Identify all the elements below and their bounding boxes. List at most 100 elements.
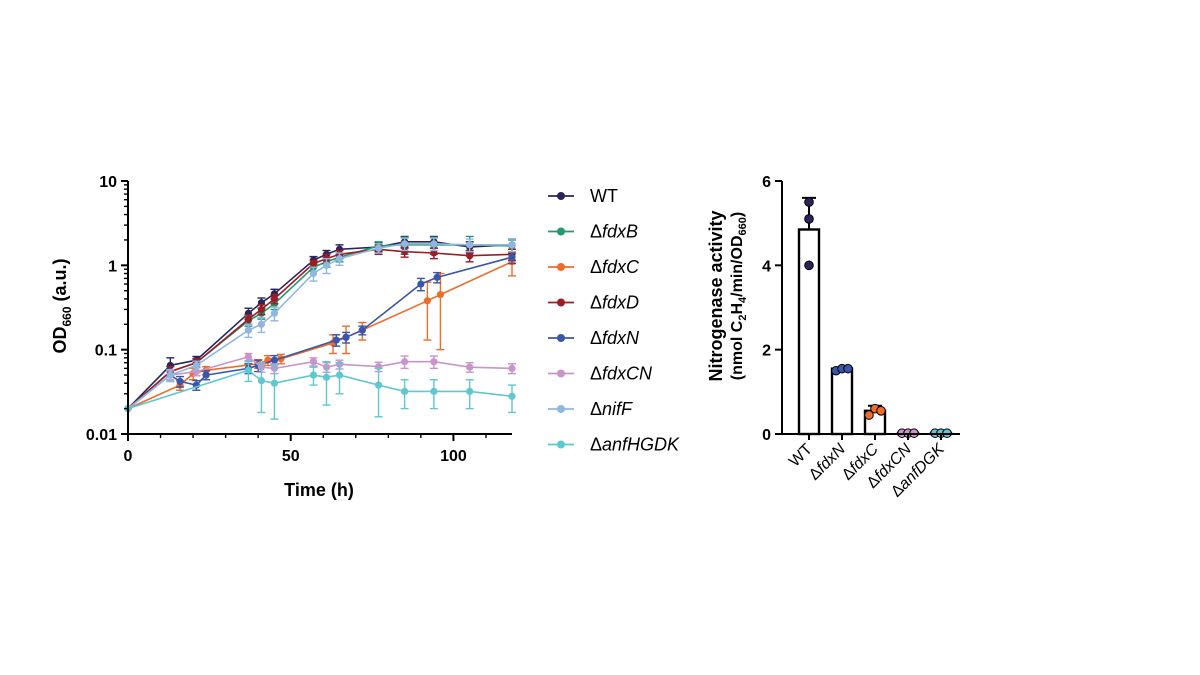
series-line-WT [127,241,513,410]
legend-prefix: Δ [590,364,602,384]
legend-marker [557,369,565,378]
legend-label-WT: WT [590,186,618,206]
y-tick-label: 0.01 [86,427,117,444]
bar-y-tick-label: 0 [762,427,771,444]
data-point-fdxN [270,356,279,364]
data-point-anfHGDK [335,371,344,379]
data-point-anfHGDK [309,371,318,379]
bar-y-tick-label: 2 [762,343,771,360]
series-anfHGDK [124,360,516,420]
replicate-point [804,197,814,207]
y-tick-label: 10 [99,174,117,191]
legend-marker [557,227,565,236]
legend-label-nifF: ΔnifF [590,399,633,419]
legend-label-fdxN: ΔfdxN [590,328,640,348]
legend-prefix: Δ [590,328,602,348]
data-point-nifF [508,241,516,249]
series-line-fdxC [127,261,513,410]
legend-marker [557,298,565,307]
bar-fdxC [863,403,887,436]
series-fdxN [124,251,516,413]
legend-item-fdxCN: ΔfdxCN [548,364,653,384]
replicate-point [804,214,814,224]
data-point-fdxCN [508,364,516,372]
y-tick-label: 0.1 [95,343,117,360]
x-tick-label: 100 [440,448,467,465]
bar-WT [797,196,821,436]
legend-label-fdxCN: ΔfdxCN [590,364,653,384]
data-point-nifF [401,240,409,248]
data-point-nifF [374,244,383,252]
x-tick-label: 50 [282,448,300,465]
legend-item-WT: WT [548,186,618,206]
legend-marker [557,334,565,342]
y-tick-label: 1 [108,258,117,275]
legend-prefix: Δ [590,222,602,242]
series-line-fdxCN [127,356,513,410]
data-point-fdxN [508,253,516,261]
data-point-nifF [309,269,318,278]
replicate-point [876,406,886,416]
data-point-fdxN [332,336,340,344]
data-point-anfHGDK [270,379,279,387]
data-point-fdxCN [466,363,474,371]
data-point-anfHGDK [430,387,438,395]
data-point-anfHGDK [257,376,266,385]
legend-marker [557,405,565,413]
data-point-fdxD [270,295,279,303]
legend-marker [557,192,565,200]
growth-curve-chart: 0.01 0.1 1 10 0 50 100 Time (h) OD660 (a.u.) [50,174,516,500]
legend-label-anfHGDK: ΔanfHGDK [590,435,680,455]
series-line-anfHGDK [127,369,513,410]
legend-label-fdxB: ΔfdxB [590,222,638,242]
bar-category-label-fdxN: ΔfdxN [806,440,849,483]
bar-rect [830,367,854,436]
series-line-fdxN [127,256,513,410]
bar-group [797,196,953,438]
data-point-anfHGDK [466,387,474,395]
growth-x-ticks: 0 50 100 [124,434,487,465]
growth-axes [127,181,512,435]
series-line-fdxD [127,248,513,410]
data-point-fdxN [176,377,184,386]
data-point-fdxD [430,249,438,257]
data-point-fdxN [433,273,441,281]
legend-name: fdxN [602,328,640,348]
data-point-fdxD [309,259,318,268]
data-point-anfHGDK [374,381,383,389]
legend-prefix: Δ [590,257,602,277]
data-point-fdxCN [430,358,438,366]
data-point-fdxCN [401,358,409,366]
legend-name: fdxCN [602,364,653,384]
data-point-anfHGDK [508,392,516,400]
bar-rect [797,228,821,436]
bar-axes [781,181,960,435]
legend-name: anfHGDK [602,435,680,455]
legend-item-fdxD: ΔfdxD [548,293,639,313]
data-point-nifF [270,309,279,317]
series-fdxC [124,251,516,413]
data-point-nifF [192,361,200,370]
bar-y-ticks: 0 2 4 6 [762,174,782,444]
data-point-anfHGDK [322,373,331,381]
data-point-fdxN [417,280,425,288]
legend-item-nifF: ΔnifF [548,399,633,419]
legend-prefix: Δ [590,435,602,455]
bar-fdxN [830,363,854,436]
legend-marker [557,263,565,271]
legend: WTΔfdxBΔfdxCΔfdxDΔfdxNΔfdxCNΔnifFΔanfHGD… [548,186,680,455]
growth-y-ticks: 0.01 0.1 1 10 [86,174,128,444]
legend-item-fdxN: ΔfdxN [548,328,640,348]
data-point-fdxC [423,297,431,305]
legend-marker [557,440,565,449]
legend-name: nifF [602,399,633,419]
legend-item-fdxC: ΔfdxC [548,257,640,277]
growth-x-axis-label: Time (h) [284,480,354,500]
bar-y-axis-label-line2: (nmol C2H4/min/OD660) [729,212,749,380]
data-point-fdxC [436,290,445,299]
legend-item-fdxB: ΔfdxB [548,222,638,242]
data-point-nifF [430,240,438,248]
data-point-fdxCN [309,358,318,366]
